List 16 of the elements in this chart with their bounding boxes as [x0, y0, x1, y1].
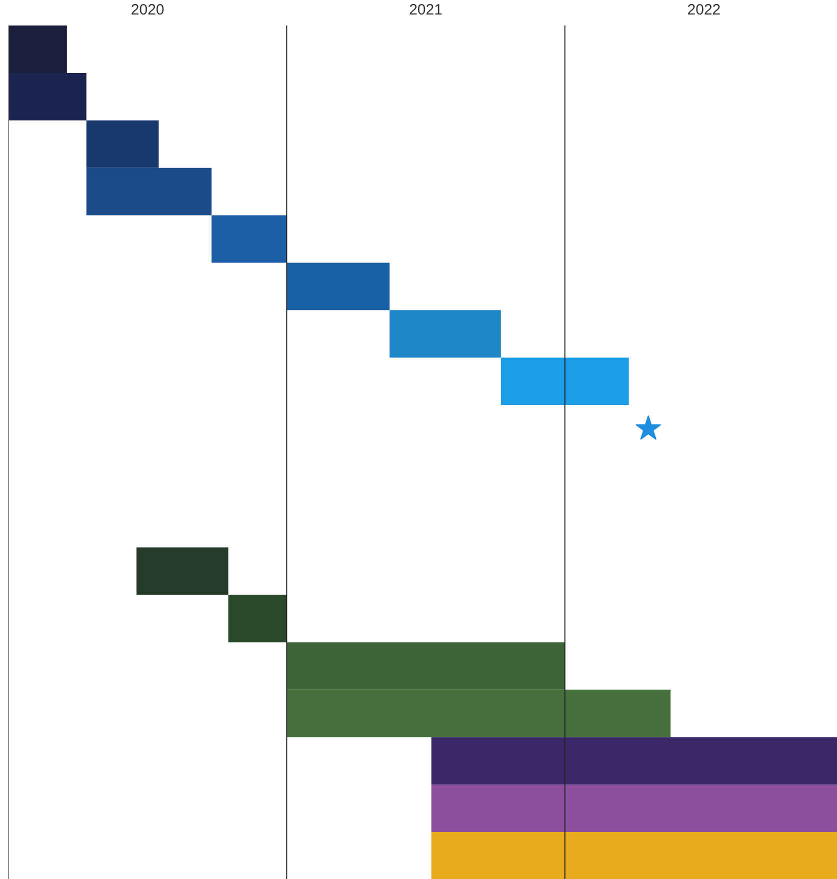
bar [431, 832, 837, 879]
bar [286, 262, 390, 310]
bar [390, 310, 501, 358]
bar [212, 215, 287, 263]
x-tick-label: 2021 [409, 2, 442, 18]
bar [431, 737, 837, 785]
x-tick-label: 2022 [687, 2, 721, 18]
bar [431, 784, 837, 832]
bar [86, 120, 159, 168]
bar [500, 358, 629, 406]
bar [8, 72, 86, 120]
bar [8, 26, 67, 73]
bar [136, 547, 228, 595]
bar [86, 168, 212, 216]
x-tick-label: 2020 [130, 2, 164, 18]
bar [228, 594, 287, 642]
